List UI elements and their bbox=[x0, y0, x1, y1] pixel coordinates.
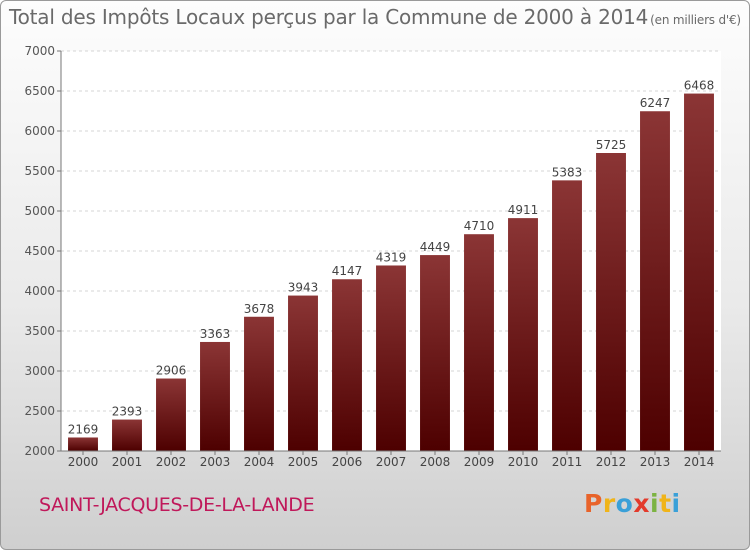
brand-logo-letter: r bbox=[602, 489, 616, 518]
chart-unit-note: (en milliers d'€) bbox=[650, 13, 741, 27]
x-tick-label: 2000 bbox=[68, 455, 99, 469]
y-tick-label: 7000 bbox=[24, 44, 55, 58]
y-tick-label: 5000 bbox=[24, 204, 55, 218]
chart-title: Total des Impôts Locaux perçus par la Co… bbox=[9, 5, 741, 29]
bar-value-label: 4911 bbox=[508, 203, 539, 217]
bar-value-label: 2393 bbox=[112, 405, 143, 419]
x-tick-label: 2001 bbox=[112, 455, 143, 469]
y-tick-label: 3000 bbox=[24, 364, 55, 378]
bar-2010 bbox=[508, 218, 538, 451]
y-tick-label: 3500 bbox=[24, 324, 55, 338]
x-tick-label: 2010 bbox=[508, 455, 539, 469]
bar-value-label: 2906 bbox=[156, 364, 187, 378]
x-tick-label: 2009 bbox=[464, 455, 495, 469]
bar-2004 bbox=[244, 316, 274, 451]
bar-value-label: 2169 bbox=[68, 422, 99, 436]
x-tick-label: 2008 bbox=[420, 455, 451, 469]
brand-logo-letter: o bbox=[615, 489, 634, 518]
bar-value-label: 3363 bbox=[200, 327, 231, 341]
brand-logo-letter: i bbox=[650, 489, 660, 518]
y-tick-label: 6000 bbox=[24, 124, 55, 138]
bar-value-label: 5725 bbox=[596, 138, 627, 152]
bar-2001 bbox=[112, 419, 142, 451]
bar-2011 bbox=[552, 180, 582, 452]
y-tick-label: 5500 bbox=[24, 164, 55, 178]
bar-2008 bbox=[420, 255, 450, 451]
chart-title-text: Total des Impôts Locaux perçus par la Co… bbox=[9, 5, 649, 29]
bar-value-label: 6247 bbox=[640, 96, 671, 110]
bar-2003 bbox=[200, 341, 230, 451]
bar-2012 bbox=[596, 153, 626, 451]
bar-value-label: 3943 bbox=[288, 281, 319, 295]
bar-2005 bbox=[288, 295, 318, 451]
y-tick-label: 4500 bbox=[24, 244, 55, 258]
bar-value-label: 3678 bbox=[244, 302, 275, 316]
x-tick-label: 2007 bbox=[376, 455, 407, 469]
y-tick-label: 6500 bbox=[24, 84, 55, 98]
bar-2014 bbox=[684, 93, 714, 451]
brand-logo: Proxiti bbox=[584, 489, 681, 518]
brand-logo-letter: P bbox=[584, 489, 603, 518]
x-tick-label: 2014 bbox=[684, 455, 715, 469]
y-tick-label: 2500 bbox=[24, 404, 55, 418]
bar-2009 bbox=[464, 234, 494, 451]
bar-2000 bbox=[68, 437, 98, 451]
brand-logo-letter: x bbox=[633, 489, 650, 518]
x-tick-label: 2013 bbox=[640, 455, 671, 469]
bar-value-label: 4319 bbox=[376, 250, 407, 264]
bar-2007 bbox=[376, 265, 406, 451]
commune-name: SAINT-JACQUES-DE-LA-LANDE bbox=[39, 494, 315, 516]
bar-value-label: 4449 bbox=[420, 240, 451, 254]
y-tick-label: 2000 bbox=[24, 444, 55, 458]
bar-value-label: 4147 bbox=[332, 264, 363, 278]
x-tick-label: 2004 bbox=[244, 455, 275, 469]
bar-2002 bbox=[156, 378, 186, 451]
x-tick-label: 2003 bbox=[200, 455, 231, 469]
brand-logo-letter: t bbox=[659, 489, 672, 518]
x-tick-label: 2011 bbox=[552, 455, 583, 469]
bar-2013 bbox=[640, 111, 670, 452]
y-tick-label: 4000 bbox=[24, 284, 55, 298]
x-tick-label: 2006 bbox=[332, 455, 363, 469]
bar-2006 bbox=[332, 279, 362, 451]
x-tick-label: 2005 bbox=[288, 455, 319, 469]
x-tick-label: 2002 bbox=[156, 455, 187, 469]
bar-value-label: 5383 bbox=[552, 165, 583, 179]
bar-value-label: 4710 bbox=[464, 219, 495, 233]
brand-logo-letter: i bbox=[671, 489, 681, 518]
bar-value-label: 6468 bbox=[684, 79, 715, 93]
x-tick-label: 2012 bbox=[596, 455, 627, 469]
